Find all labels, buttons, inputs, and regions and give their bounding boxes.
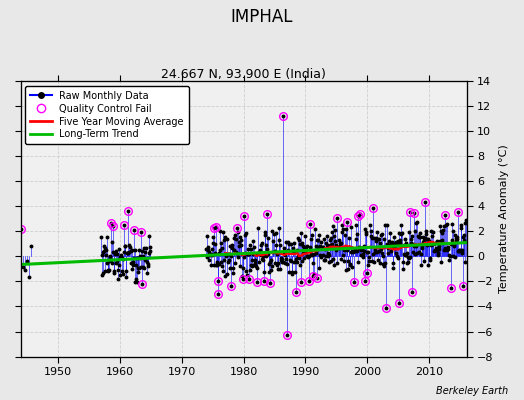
- Text: Berkeley Earth: Berkeley Earth: [436, 386, 508, 396]
- Title: 24.667 N, 93.900 E (India): 24.667 N, 93.900 E (India): [161, 68, 326, 81]
- Y-axis label: Temperature Anomaly (°C): Temperature Anomaly (°C): [499, 144, 509, 293]
- Text: IMPHAL: IMPHAL: [231, 8, 293, 26]
- Legend: Raw Monthly Data, Quality Control Fail, Five Year Moving Average, Long-Term Tren: Raw Monthly Data, Quality Control Fail, …: [26, 86, 189, 144]
